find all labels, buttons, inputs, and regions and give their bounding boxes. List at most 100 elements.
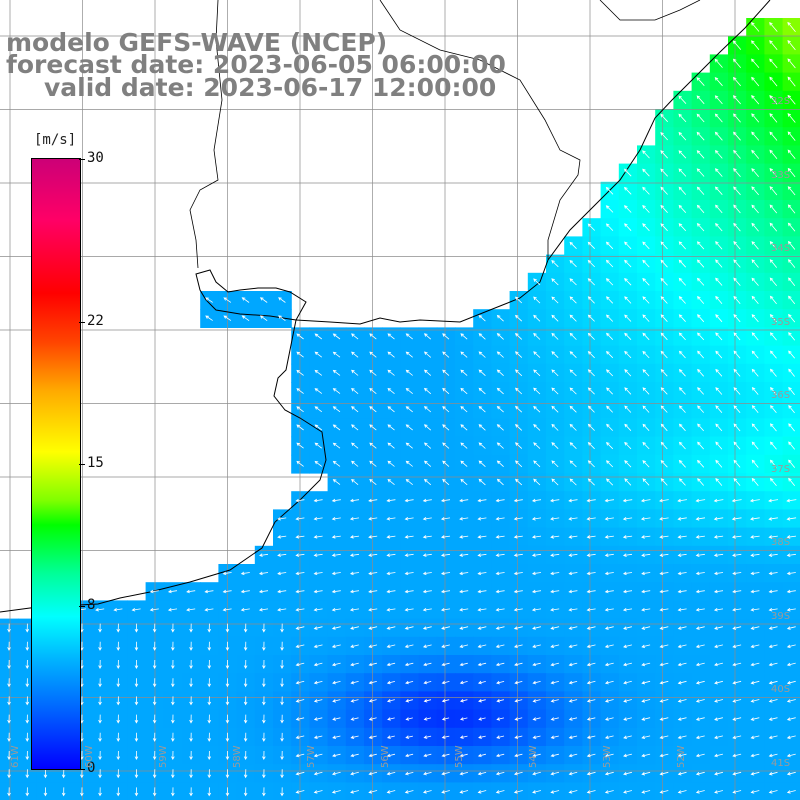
wind-arrow xyxy=(296,351,304,358)
colorbar-tick-mark xyxy=(79,321,85,323)
wind-arrow xyxy=(769,58,778,69)
wind-arrow xyxy=(642,150,650,159)
wind-arrow xyxy=(715,387,723,395)
wind-arrow xyxy=(715,222,723,232)
wind-arrow xyxy=(769,40,778,51)
wind-arrow xyxy=(513,498,523,503)
wind-arrow xyxy=(296,406,304,413)
wind-arrow xyxy=(295,699,305,703)
wind-arrow xyxy=(116,732,121,742)
wind-arrow xyxy=(350,735,359,739)
wind-arrow xyxy=(277,535,287,539)
wind-arrow xyxy=(295,516,305,521)
wind-arrow xyxy=(331,516,341,521)
wind-arrow xyxy=(478,717,486,721)
latitude-label: 40S xyxy=(771,684,791,695)
wind-arrow xyxy=(677,498,687,503)
wind-arrow xyxy=(351,333,359,340)
wind-arrow xyxy=(368,790,378,794)
wind-arrow xyxy=(478,698,486,703)
wind-arrow xyxy=(296,369,304,376)
wind-arrow xyxy=(405,442,413,449)
wind-arrow xyxy=(495,790,505,794)
wind-arrow xyxy=(95,607,105,612)
wind-arrow xyxy=(80,769,84,779)
wind-arrow xyxy=(624,296,632,304)
wind-arrow xyxy=(225,769,230,779)
wind-arrow xyxy=(786,699,796,703)
wind-arrow xyxy=(732,662,742,667)
wind-arrow xyxy=(587,478,595,486)
wind-arrow xyxy=(349,589,360,594)
wind-arrow xyxy=(295,662,305,667)
wind-arrow xyxy=(295,644,305,648)
wind-arrow xyxy=(568,607,578,612)
wind-arrow xyxy=(768,790,778,794)
wind-arrow xyxy=(61,787,66,797)
wind-arrow xyxy=(405,369,413,376)
wind-arrow xyxy=(733,405,741,413)
wind-arrow xyxy=(405,387,413,395)
wind-arrow xyxy=(171,641,175,651)
wind-arrow xyxy=(533,405,541,413)
wind-arrow xyxy=(624,441,632,450)
wind-arrow xyxy=(660,459,668,468)
wind-arrow xyxy=(788,423,795,432)
wind-arrow xyxy=(714,186,723,195)
wind-arrow xyxy=(98,641,102,651)
wind-arrow xyxy=(459,553,469,557)
wind-arrow xyxy=(460,424,468,431)
wind-arrow xyxy=(477,516,487,521)
wind-arrow xyxy=(677,571,687,576)
wind-arrow xyxy=(604,753,614,758)
wind-arrow xyxy=(531,553,542,557)
wind-arrow xyxy=(733,113,741,123)
wind-arrow xyxy=(477,607,487,612)
wind-arrow xyxy=(25,750,30,761)
wind-arrow xyxy=(478,442,486,449)
wind-speed-cell xyxy=(782,145,800,165)
wind-arrow xyxy=(713,516,724,521)
wind-arrow xyxy=(770,405,777,414)
wind-arrow xyxy=(331,771,341,776)
wind-arrow xyxy=(606,351,614,359)
wind-arrow xyxy=(787,167,796,178)
wind-arrow xyxy=(134,732,139,742)
wind-arrow xyxy=(568,535,578,539)
wind-arrow xyxy=(750,589,760,594)
wind-arrow xyxy=(622,553,633,557)
wind-arrow xyxy=(533,387,541,395)
wind-arrow xyxy=(731,535,742,539)
wind-arrow xyxy=(769,259,778,268)
wind-arrow xyxy=(532,753,541,758)
wind-arrow xyxy=(640,498,651,503)
wind-arrow xyxy=(404,589,414,594)
wind-arrow xyxy=(441,626,450,630)
wind-arrow xyxy=(387,351,395,358)
wind-arrow xyxy=(478,351,486,358)
wind-arrow xyxy=(98,769,102,779)
wind-arrow xyxy=(368,644,378,648)
wind-arrow xyxy=(678,405,686,413)
wind-arrow xyxy=(440,535,451,539)
map-title-model: modelo GEFS-WAVE (NCEP) xyxy=(6,28,388,57)
wind-arrow xyxy=(751,131,760,141)
wind-arrow xyxy=(223,315,232,321)
wind-arrow xyxy=(262,787,266,797)
wind-arrow xyxy=(460,478,468,486)
wind-arrow xyxy=(532,626,541,630)
wind-arrow xyxy=(641,607,651,612)
wind-arrow xyxy=(788,459,796,468)
wind-arrow xyxy=(386,571,396,576)
wind-arrow xyxy=(641,626,651,630)
wind-arrow xyxy=(477,626,487,630)
wind-arrow xyxy=(386,553,396,557)
latitude-label: 37S xyxy=(771,463,791,475)
wind-arrow xyxy=(332,424,341,431)
wind-arrow xyxy=(696,95,705,105)
wind-arrow xyxy=(586,644,596,648)
wind-arrow xyxy=(714,168,723,177)
border-lines xyxy=(189,0,701,269)
wind-arrow xyxy=(368,607,378,612)
wind-arrow xyxy=(149,607,159,612)
